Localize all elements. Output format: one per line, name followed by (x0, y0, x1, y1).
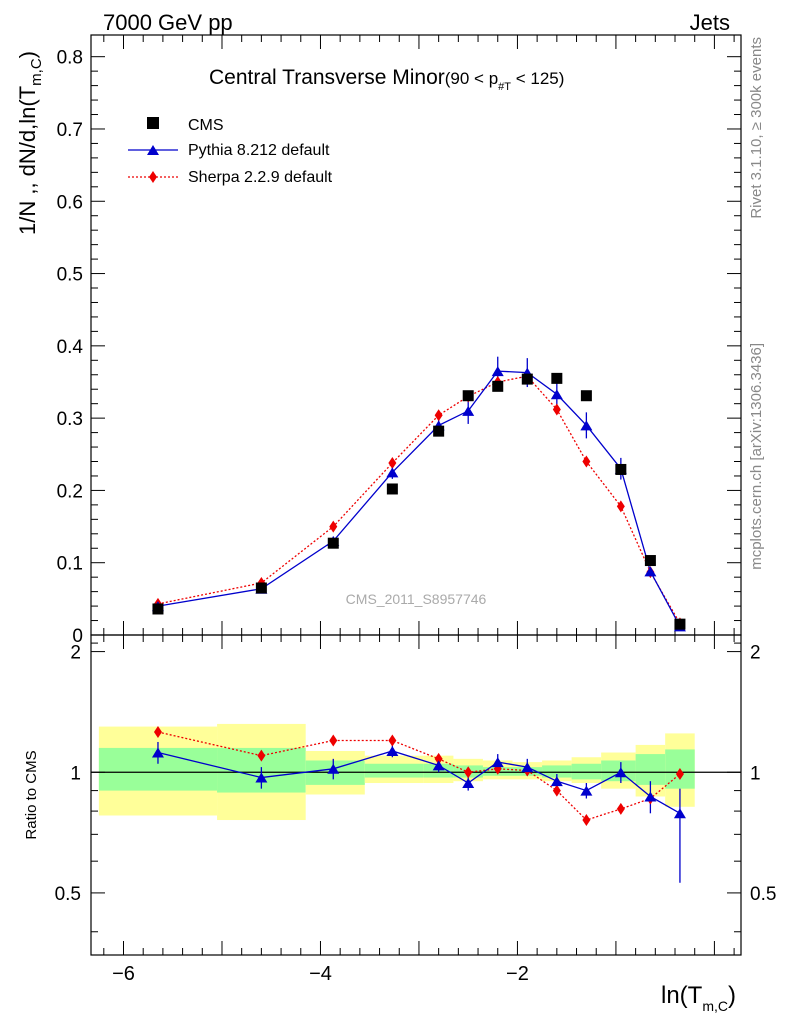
ratio-sherpa-point (153, 726, 162, 739)
ratio-pythia-point (673, 808, 686, 819)
ratio-ytick-label-right: 2 (750, 643, 761, 664)
ratio-pythia-point (521, 762, 534, 773)
ratio-ytick-label: 1 (70, 763, 81, 784)
main-ytick-label: 0.2 (57, 481, 83, 502)
ratio-pythia-point (550, 776, 563, 787)
cms-point (462, 390, 474, 402)
legend: CMS Pythia 8.212 default Sherpa 2.2.9 de… (128, 117, 333, 186)
cms-point (551, 372, 563, 384)
ratio-sherpa-point (329, 734, 338, 747)
cms-point (674, 618, 686, 630)
header-left: 7000 GeV pp (103, 10, 233, 35)
mcplots-label: mcplots.cern.ch [arXiv:1306.3436] (748, 343, 765, 570)
pythia-point (580, 420, 593, 431)
main-ytick-label: 0.6 (57, 192, 83, 213)
cms-point (492, 380, 504, 392)
cms-point (521, 373, 533, 385)
ratio-ylabel: Ratio to CMS (23, 750, 40, 839)
main-ylabel: 1/N ,, dN/d,ln(Tm,C) (15, 51, 45, 235)
sherpa-point (582, 455, 591, 468)
xtick-label: −4 (309, 963, 332, 985)
ratio-ytick-label-right: 0.5 (750, 884, 776, 905)
ratio-sherpa-point (675, 768, 684, 781)
cms-point (615, 463, 627, 475)
sherpa-point (329, 520, 338, 533)
ratio-frame (90, 634, 742, 956)
main-ytick-label: 0 (72, 626, 83, 647)
rivet-label: Rivet 3.1.10, ≥ 300k events (748, 37, 765, 219)
main-ytick-label: 0.3 (57, 409, 83, 430)
ratio-sherpa-point (388, 734, 397, 747)
ratio-pythia-point (327, 763, 340, 774)
sherpa-point (388, 456, 397, 469)
analysis-watermark: CMS_2011_S8957746 (346, 591, 487, 607)
ratio-ytick-label: 0.5 (55, 884, 81, 905)
ratio-pythia-point (386, 745, 399, 756)
legend-marker-cms (147, 117, 159, 129)
ratio-pythia-point (462, 778, 475, 789)
legend-marker-pythia (147, 145, 159, 155)
header-right: Jets (690, 10, 730, 35)
cms-point (327, 537, 339, 549)
legend-label-cms: CMS (188, 117, 224, 134)
cms-point (580, 390, 592, 402)
ratio-pythia-point (255, 772, 268, 783)
cms-point (433, 425, 445, 437)
ratio-band-inner (635, 754, 666, 785)
ratio-pythia-point (580, 785, 593, 796)
cms-point (255, 582, 267, 594)
xlabel: ln(Tm,C) (661, 982, 736, 1014)
pythia-point (386, 467, 399, 478)
main-ytick-label: 0.7 (57, 120, 83, 141)
pythia-point (462, 405, 475, 416)
main-ytick-label: 0.5 (57, 265, 83, 286)
ratio-ytick-label: 2 (70, 643, 81, 664)
legend-label-pythia: Pythia 8.212 default (188, 142, 330, 159)
ratio-band-inner (601, 760, 636, 782)
ratio-pythia-point (644, 791, 657, 802)
xtick-label: −2 (506, 963, 529, 985)
cms-point (386, 483, 398, 495)
ratio-sherpa-point (257, 749, 266, 762)
ratio-pythia-point (491, 757, 504, 768)
pythia-line (157, 370, 681, 627)
sherpa-line (157, 375, 681, 624)
ratio-sherpa-point (616, 802, 625, 815)
sherpa-point (552, 403, 561, 416)
pythia-point (491, 366, 504, 377)
ratio-ytick-label-right: 1 (750, 763, 761, 784)
ratio-sherpa-point (434, 752, 443, 765)
main-ytick-label: 0.4 (57, 337, 84, 358)
ratio-pythia-point (151, 747, 164, 758)
pythia-point (644, 566, 657, 577)
pythia-point (550, 389, 563, 400)
ratio-band-inner (364, 763, 424, 778)
ratio-band-inner (542, 765, 572, 778)
ratio-pythia-point (432, 760, 445, 771)
chart-title: Central Transverse Minor(90 < p#T < 125) (209, 66, 564, 93)
sherpa-point (616, 500, 625, 513)
sherpa-point (434, 409, 443, 422)
ratio-band-inner (571, 763, 602, 780)
legend-marker-sherpa (149, 171, 157, 183)
ratio-sherpa-point (464, 766, 473, 779)
ratio-sherpa-point (582, 814, 591, 827)
ratio-pythia-point (614, 767, 627, 778)
main-ytick-label: 0.8 (57, 48, 83, 69)
legend-label-sherpa: Sherpa 2.2.9 default (188, 169, 333, 186)
cms-point (644, 555, 656, 567)
main-ytick-label: 0.1 (57, 554, 83, 575)
cms-point (152, 603, 164, 615)
xtick-label: −6 (112, 963, 135, 985)
ratio-sherpa-point (552, 784, 561, 797)
